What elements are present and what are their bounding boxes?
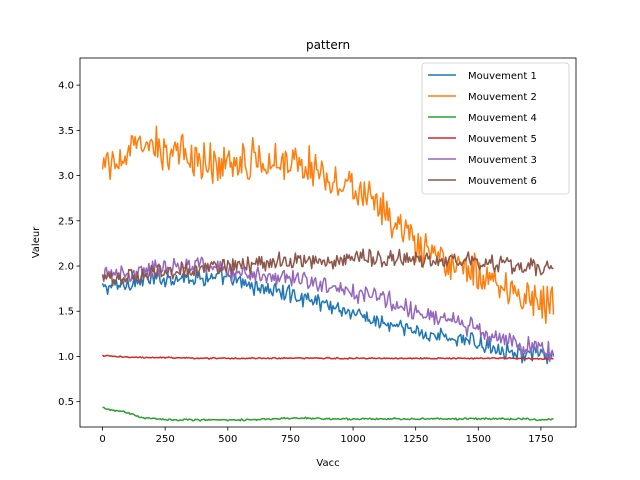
x-tick-label: 1250 bbox=[403, 434, 428, 445]
legend: Mouvement 1 Mouvement 2 Mouvement 4 Mouveme… bbox=[421, 62, 570, 195]
x-axis: 0 250 500 750 1000 1250 1500 1750 bbox=[99, 427, 554, 445]
y-tick-label: 1.0 bbox=[58, 352, 74, 363]
legend-frame bbox=[421, 62, 570, 195]
legend-label: Mouvement 5 bbox=[468, 134, 537, 145]
legend-label: Mouvement 6 bbox=[468, 176, 537, 187]
legend-label: Mouvement 4 bbox=[468, 113, 537, 124]
chart-title: pattern bbox=[306, 38, 350, 52]
series-line-mouvement-6 bbox=[101, 248, 554, 287]
legend-label: Mouvement 2 bbox=[468, 92, 537, 103]
x-axis-label: Vacc bbox=[316, 458, 339, 469]
legend-label: Mouvement 3 bbox=[468, 155, 537, 166]
x-tick-label: 1500 bbox=[466, 434, 491, 445]
y-tick-label: 1.5 bbox=[58, 307, 74, 318]
x-tick-label: 1000 bbox=[340, 434, 365, 445]
y-tick-label: 3.5 bbox=[58, 126, 74, 137]
series-layer bbox=[101, 125, 555, 422]
x-tick-label: 1750 bbox=[528, 434, 553, 445]
y-tick-label: 2.0 bbox=[58, 262, 74, 273]
y-axis-label: Valeur bbox=[31, 226, 42, 258]
x-tick-label: 500 bbox=[218, 434, 237, 445]
x-tick-label: 750 bbox=[281, 434, 300, 445]
series-line-mouvement-5 bbox=[101, 354, 554, 360]
series-line-mouvement-4 bbox=[102, 406, 554, 422]
y-axis: 0.5 1.0 1.5 2.0 2.5 3.0 3.5 4.0 bbox=[58, 81, 80, 408]
series-line-mouvement-3 bbox=[101, 256, 555, 362]
plot-frame bbox=[79, 57, 577, 428]
legend-label: Mouvement 1 bbox=[468, 71, 537, 82]
series-line-mouvement-2 bbox=[101, 125, 555, 324]
y-tick-label: 0.5 bbox=[58, 397, 74, 408]
x-tick-label: 250 bbox=[156, 434, 175, 445]
y-tick-label: 2.5 bbox=[58, 216, 74, 227]
plot-area bbox=[79, 57, 577, 428]
x-tick-label: 0 bbox=[99, 434, 105, 445]
y-tick-label: 4.0 bbox=[58, 81, 74, 92]
series-line-mouvement-1 bbox=[101, 268, 555, 365]
y-tick-label: 3.0 bbox=[58, 171, 74, 182]
